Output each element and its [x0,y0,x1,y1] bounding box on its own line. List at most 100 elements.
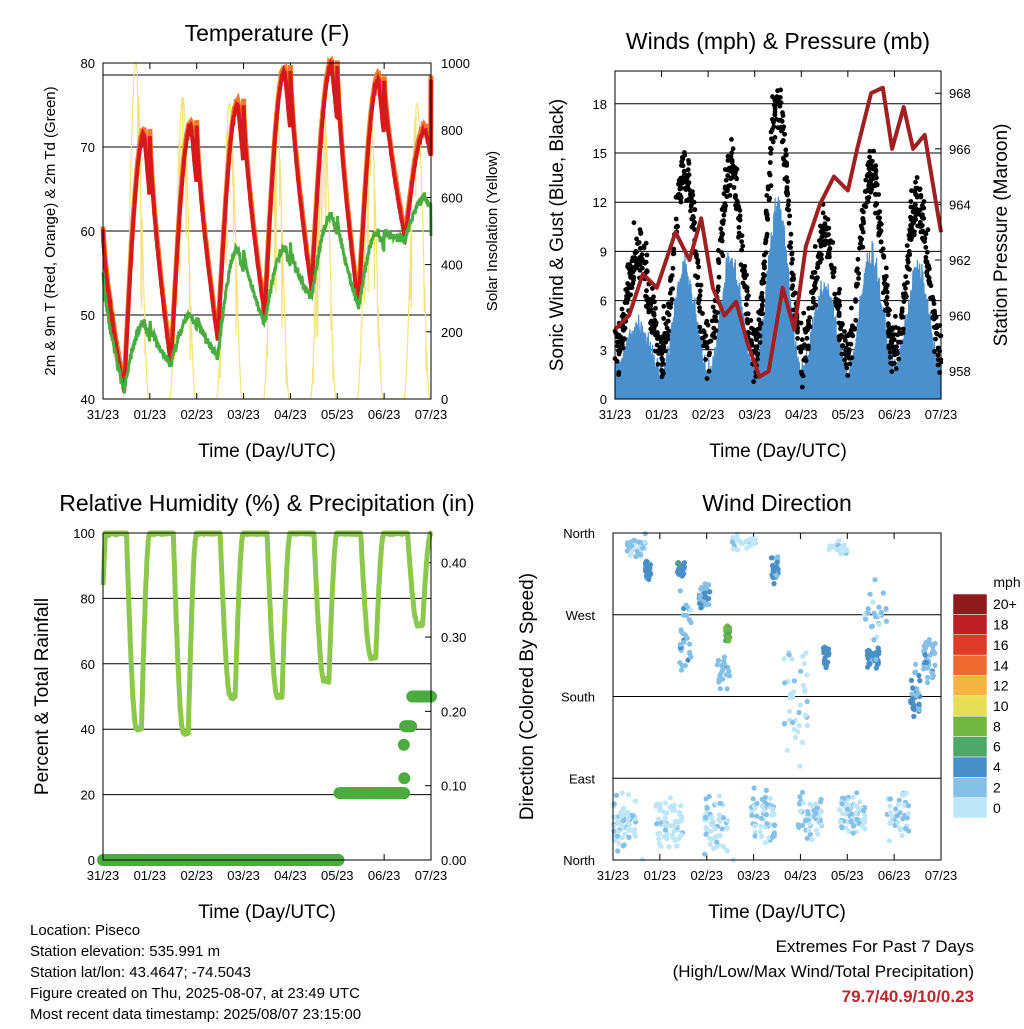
location-text: Location: Piseco [30,922,141,939]
gust-point [807,315,813,320]
y-tick-label: 12 [593,195,607,210]
gust-point [729,150,735,156]
legend-swatch [952,593,988,615]
direction-point [697,596,703,602]
gust-point [861,203,867,209]
gust-point [859,207,865,213]
gust-point [782,131,787,137]
direction-point [887,803,893,809]
gust-point [790,256,795,262]
direction-point [848,811,855,817]
legend-label: 20+ [993,596,1017,612]
direction-point [871,637,877,643]
gust-point [858,241,863,247]
gust-point [738,262,744,268]
direction-point [730,534,736,541]
gust-point [676,191,682,197]
direction-point [642,539,648,545]
direction-point [770,806,776,812]
gust-point [935,362,941,368]
y-tick-label: 100 [73,526,95,541]
y-tick-label: 60 [81,224,95,239]
gust-point [637,245,643,251]
gust-point [700,311,705,316]
gust-point [767,195,772,201]
gust-point [756,317,762,323]
direction-point [916,706,922,713]
gust-point [757,340,763,345]
legend-title: mph [993,574,1020,590]
direction-point [743,539,749,545]
gust-point [706,368,712,374]
gust-point [660,361,665,367]
gust-point [849,355,855,361]
gust-point [873,163,879,169]
gust-point [854,268,859,274]
gust-point [881,253,886,258]
gust-point [751,327,757,333]
direction-point [804,835,810,841]
gust-point [898,339,904,345]
gust-point [785,202,791,208]
gust-point [811,288,817,293]
gust-point [697,324,703,330]
direction-point [664,823,670,829]
gust-point [678,199,684,205]
direction-point [843,548,849,554]
direction-point [657,801,663,807]
gust-point [705,322,711,328]
x-tick-label: 02/23 [180,407,213,422]
x-tick-label: 31/23 [87,407,120,422]
gust-point [907,267,912,272]
gust-point [733,202,738,208]
direction-point [714,801,720,807]
gust-point [719,230,725,236]
gust-point [634,236,639,242]
gust-point [827,254,832,260]
direction-point [826,650,832,656]
gust-point [816,252,821,258]
gust-point [624,300,630,305]
direction-point [913,693,919,699]
direction-point [804,722,810,729]
direction-point [701,598,707,604]
gust-point [902,291,908,297]
gust-point [845,341,851,347]
y-tick-label: 3 [600,343,607,358]
gust-point [904,243,910,249]
gust-point [897,330,902,336]
legend-swatch [952,715,988,737]
x-tick-label: 31/23 [597,868,630,883]
gust-point [693,273,698,279]
direction-point [796,709,802,716]
gust-point [701,343,706,349]
direction-point [876,604,882,610]
gust-point [741,273,747,279]
gust-point [644,288,649,294]
y-tick-label: 9 [600,244,607,259]
direction-point [837,807,843,813]
legend-swatch [952,777,988,798]
gust-point [715,284,721,290]
direction-point [926,641,932,647]
gust-point [783,151,789,157]
gust-point [788,240,794,246]
x-tick-label: 01/23 [644,868,677,883]
gust-point [921,199,927,204]
x-tick-label: 06/23 [878,407,911,422]
gust-point [688,204,694,209]
y2-tick-label: 0 [441,392,448,407]
gust-point [920,212,925,218]
gust-point [749,338,754,343]
gust-point [830,274,836,280]
direction-point [852,802,858,808]
gust-point [899,314,905,320]
x-tick-label: 03/23 [738,407,771,422]
x-tick-label: 31/23 [599,407,632,422]
gust-point [729,137,734,142]
direction-point [622,831,628,837]
gust-point [889,327,895,333]
gust-point [685,167,691,173]
x-tick-label: 06/23 [368,868,401,883]
gust-point [759,293,764,299]
